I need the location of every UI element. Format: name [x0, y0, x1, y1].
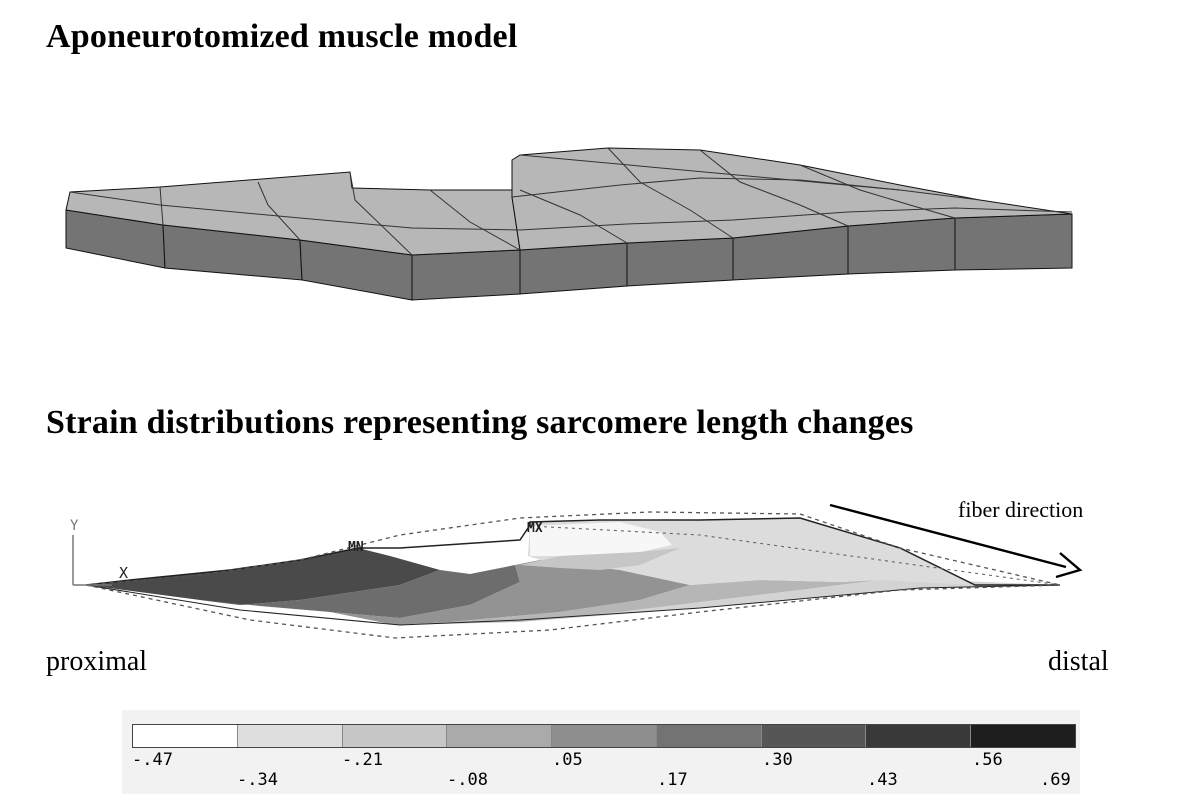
- model-top-right: [511, 147, 1073, 251]
- legend-color-bar: [132, 724, 1076, 748]
- strain-region-dark: [86, 548, 440, 605]
- mx-marker: MX: [527, 521, 543, 536]
- strain-outline: [85, 517, 1060, 586]
- legend-swatch: [133, 725, 238, 747]
- y-axis-label: Y: [70, 518, 79, 534]
- legend-tick: -.34: [237, 770, 278, 790]
- legend-swatch: [552, 725, 657, 747]
- strain-legend: -.47 -.34 -.21 -.08 .05 .17 .30 .43 .56 …: [122, 710, 1080, 794]
- model-front-face: [954, 213, 1073, 271]
- model-front-face: [519, 242, 628, 295]
- fiber-direction-arrow: [829, 503, 1067, 569]
- model-front-face: [411, 249, 521, 301]
- undeformed-outline-inner: [529, 525, 1061, 586]
- legend-tick: -.47: [132, 750, 173, 770]
- legend-swatch: [761, 725, 867, 747]
- model-front-face: [847, 217, 956, 275]
- legend-tick: .56: [972, 750, 1003, 770]
- legend-tick: .17: [657, 770, 688, 790]
- strain-distribution-plot: Y X MN MX: [70, 503, 1083, 639]
- muscle-model-3d: [65, 147, 1073, 301]
- model-title: Aponeurotomized muscle model: [46, 18, 518, 55]
- legend-swatch: [237, 725, 343, 747]
- legend-swatch: [342, 725, 448, 747]
- legend-swatch: [656, 725, 762, 747]
- strain-title: Strain distributions representing sarcom…: [46, 404, 914, 441]
- legend-tick: .69: [1040, 770, 1071, 790]
- legend-tick: .43: [867, 770, 898, 790]
- mn-marker: MN: [348, 540, 364, 555]
- legend-swatch: [447, 725, 553, 747]
- legend-tick: .05: [552, 750, 583, 770]
- fiber-direction-label: fiber direction: [958, 497, 1084, 522]
- legend-tick: .30: [762, 750, 793, 770]
- strain-region-light-gray: [520, 548, 680, 570]
- model-front-face: [626, 237, 734, 287]
- legend-swatch: [866, 725, 972, 747]
- legend-tick: -.08: [447, 770, 488, 790]
- proximal-label: proximal: [46, 646, 148, 677]
- legend-swatch: [971, 725, 1076, 747]
- strain-region-mid: [330, 560, 690, 625]
- arrowhead-icon: [1055, 552, 1083, 579]
- strain-region-mid-dark: [200, 565, 520, 618]
- strain-region-white: [530, 522, 672, 556]
- strain-region-mid-light: [395, 580, 880, 625]
- strain-lower-edge: [85, 584, 1061, 626]
- legend-tick: -.21: [342, 750, 383, 770]
- x-axis-label: X: [119, 564, 128, 582]
- distal-label: distal: [1048, 646, 1109, 677]
